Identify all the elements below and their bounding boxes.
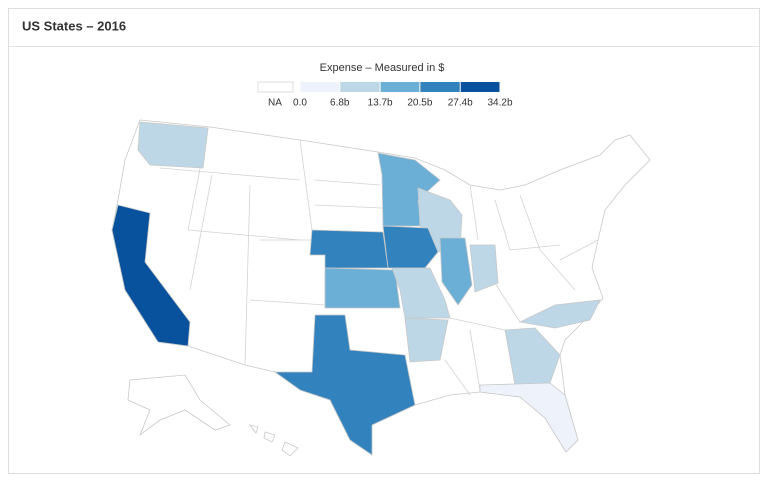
legend-tick-label: 0.0 [293, 98, 307, 109]
legend-tick-label: 27.4b [448, 98, 473, 109]
state-region [273, 314, 416, 456]
state-borders [159, 127, 599, 396]
state-region [324, 267, 401, 309]
legend: NA 0.0 6.8b 13.7b 20.5b 27.4b 34.2b [257, 81, 513, 109]
legend-swatch [460, 82, 500, 92]
state-region [391, 267, 451, 319]
state-region [382, 225, 439, 269]
legend-swatch [300, 82, 340, 92]
card-title: US States – 2016 [22, 18, 126, 33]
legend-na-swatch [257, 81, 294, 93]
hawaii-outline [249, 424, 299, 457]
state-region [137, 121, 209, 169]
legend-tick-label: 6.8b [330, 98, 350, 109]
legend-swatch [340, 82, 380, 92]
state-region [439, 237, 473, 306]
legend-swatch [420, 82, 460, 92]
state-region [111, 204, 191, 347]
map [111, 119, 651, 457]
legend-tick-label: 34.2b [487, 98, 512, 109]
legend-title: Expense – Measured in $ [320, 62, 445, 74]
legend-tick-label: 13.7b [368, 98, 393, 109]
state-region [469, 244, 499, 293]
alaska-outline [127, 374, 231, 437]
legend-swatch [380, 82, 420, 92]
state-region [504, 327, 561, 386]
state-region [479, 382, 579, 453]
state-region [404, 317, 449, 363]
legend-na-label: NA [268, 98, 282, 109]
state-region [518, 299, 601, 329]
legend-tick-label: 20.5b [407, 98, 432, 109]
